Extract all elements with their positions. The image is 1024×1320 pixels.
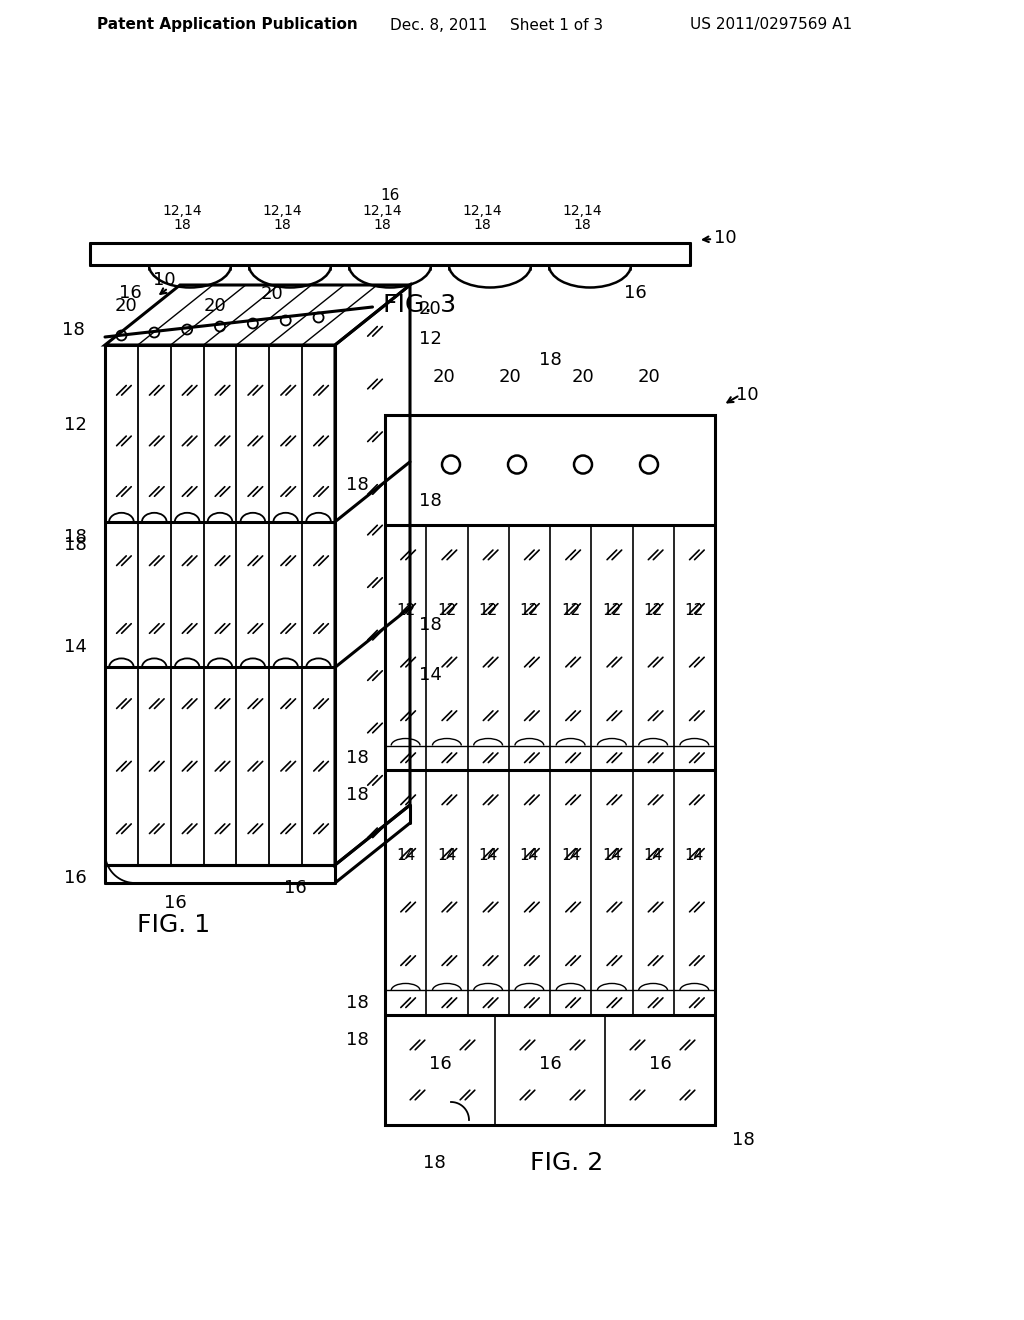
Text: 16: 16 [624, 284, 646, 302]
Text: 18: 18 [173, 218, 190, 232]
Text: 20: 20 [419, 300, 441, 318]
Text: 14: 14 [437, 849, 457, 863]
Text: 18: 18 [346, 477, 369, 494]
Text: 18: 18 [273, 218, 291, 232]
Text: US 2011/0297569 A1: US 2011/0297569 A1 [690, 17, 852, 33]
Text: 20: 20 [261, 285, 284, 304]
Text: 18: 18 [346, 994, 369, 1012]
Text: 20: 20 [204, 297, 226, 315]
Text: 12: 12 [520, 603, 539, 618]
Text: 14: 14 [63, 639, 86, 656]
Text: 14: 14 [643, 849, 663, 863]
Text: Dec. 8, 2011: Dec. 8, 2011 [390, 17, 487, 33]
Text: 18: 18 [63, 528, 86, 545]
Text: 18: 18 [61, 321, 84, 339]
Text: 14: 14 [419, 667, 441, 684]
Text: 12: 12 [437, 603, 457, 618]
Text: 12: 12 [63, 416, 86, 434]
Text: 12: 12 [478, 603, 498, 618]
Text: 14: 14 [520, 849, 539, 863]
Text: 16: 16 [164, 894, 186, 912]
Text: 12,14: 12,14 [262, 205, 302, 218]
Text: 18: 18 [473, 218, 490, 232]
Text: 20: 20 [638, 368, 660, 385]
Text: 12,14: 12,14 [562, 205, 602, 218]
Text: 14: 14 [561, 849, 581, 863]
Text: 20: 20 [433, 368, 456, 385]
Text: 18: 18 [373, 218, 391, 232]
Text: 18: 18 [346, 785, 369, 804]
Text: 16: 16 [648, 1056, 672, 1073]
Text: 10: 10 [735, 385, 759, 404]
Text: Sheet 1 of 3: Sheet 1 of 3 [510, 17, 603, 33]
Text: 18: 18 [346, 1031, 369, 1049]
Text: 16: 16 [429, 1056, 452, 1073]
Text: 16: 16 [119, 284, 141, 302]
Text: 12,14: 12,14 [462, 205, 502, 218]
Text: 12: 12 [419, 330, 441, 348]
Text: Patent Application Publication: Patent Application Publication [97, 17, 357, 33]
Text: 12: 12 [685, 603, 705, 618]
Text: 12: 12 [643, 603, 663, 618]
Text: 16: 16 [380, 187, 399, 202]
Text: 20: 20 [115, 297, 138, 315]
Text: 20: 20 [499, 368, 522, 385]
Text: 18: 18 [419, 616, 441, 635]
Text: 16: 16 [284, 879, 306, 898]
Text: 18: 18 [539, 351, 561, 370]
Text: FIG. 3: FIG. 3 [383, 293, 457, 317]
Text: 12,14: 12,14 [162, 205, 202, 218]
Text: 14: 14 [396, 849, 416, 863]
Text: 18: 18 [731, 1131, 755, 1148]
Text: FIG. 1: FIG. 1 [137, 913, 211, 937]
Text: 16: 16 [539, 1056, 561, 1073]
Text: 18: 18 [423, 1154, 445, 1172]
Text: 18: 18 [63, 536, 86, 554]
Text: 12,14: 12,14 [362, 205, 401, 218]
Text: 14: 14 [478, 849, 498, 863]
Text: 18: 18 [346, 748, 369, 767]
Text: 14: 14 [685, 849, 705, 863]
Text: 18: 18 [573, 218, 591, 232]
Text: 14: 14 [602, 849, 622, 863]
Text: 12: 12 [561, 603, 581, 618]
Text: 12: 12 [396, 603, 416, 618]
Text: 12: 12 [602, 603, 622, 618]
Text: 16: 16 [63, 869, 86, 887]
Text: 10: 10 [714, 228, 736, 247]
Text: FIG. 2: FIG. 2 [529, 1151, 603, 1175]
Text: 18: 18 [419, 492, 441, 510]
Text: 10: 10 [153, 271, 175, 289]
Text: 20: 20 [571, 368, 594, 385]
